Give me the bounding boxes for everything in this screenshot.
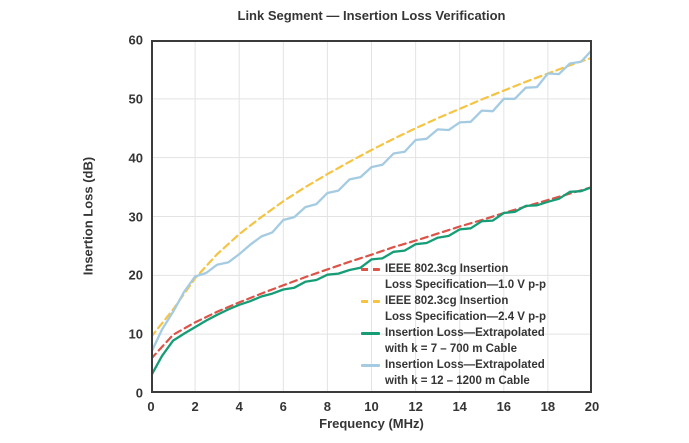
x-tick-label: 0	[147, 399, 155, 414]
x-tick-label: 20	[584, 399, 600, 414]
y-tick-label: 60	[128, 32, 143, 48]
x-tick-label: 6	[279, 399, 287, 414]
series-line-cable-1200m	[151, 48, 592, 355]
y-tick-label: 50	[128, 91, 143, 107]
x-axis-title: Frequency (MHz)	[319, 416, 424, 431]
y-axis-title: Insertion Loss (dB)	[80, 156, 96, 276]
legend-item-cable-700m: Insertion Loss—Extrapolated with k = 7 – …	[361, 325, 546, 357]
x-tick-label: 16	[496, 399, 512, 414]
series-line-spec-1v0	[151, 186, 592, 360]
plot-border	[151, 40, 592, 393]
chart-title: Link Segment — Insertion Loss Verificati…	[237, 8, 506, 23]
series-line-cable-700m	[151, 185, 592, 378]
legend-swatch-cable-1200m	[361, 364, 380, 367]
legend-item-spec-2v4: IEEE 802.3cg Insertion Loss Specification…	[361, 293, 546, 325]
legend-label: Insertion Loss—Extrapolated with k = 12 –…	[385, 359, 545, 387]
y-tick-label: 40	[128, 150, 143, 166]
plot-canvas	[151, 40, 592, 393]
x-tick-label: 8	[323, 399, 332, 414]
x-tick-label: 18	[540, 399, 556, 414]
plot-area: IEEE 802.3cg Insertion Loss Specification…	[151, 40, 592, 393]
y-tick-label: 20	[128, 267, 143, 283]
legend-item-spec-1v0: IEEE 802.3cg Insertion Loss Specification…	[361, 261, 546, 293]
y-tick-label: 10	[128, 326, 143, 342]
legend-item-cable-1200m: Insertion Loss—Extrapolated with k = 12 –…	[361, 357, 546, 389]
legend-swatch-cable-700m	[361, 332, 380, 335]
y-tick-label: 0	[135, 385, 143, 401]
legend-label: IEEE 802.3cg Insertion Loss Specification…	[385, 295, 547, 323]
legend-swatch-spec-1v0	[361, 268, 380, 271]
x-tick-label: 14	[452, 399, 467, 414]
legend-swatch-spec-2v4	[361, 300, 380, 303]
legend-label: Insertion Loss—Extrapolated with k = 7 – …	[385, 327, 545, 355]
legend: IEEE 802.3cg Insertion Loss Specification…	[361, 261, 546, 389]
x-tick-label: 12	[408, 399, 423, 414]
y-tick-label: 30	[128, 209, 143, 224]
x-tick-label: 2	[191, 399, 199, 414]
x-tick-label: 4	[235, 399, 243, 414]
series-line-spec-2v4	[151, 56, 592, 339]
x-tick-label: 10	[364, 399, 379, 414]
legend-label: IEEE 802.3cg Insertion Loss Specification…	[385, 263, 547, 291]
